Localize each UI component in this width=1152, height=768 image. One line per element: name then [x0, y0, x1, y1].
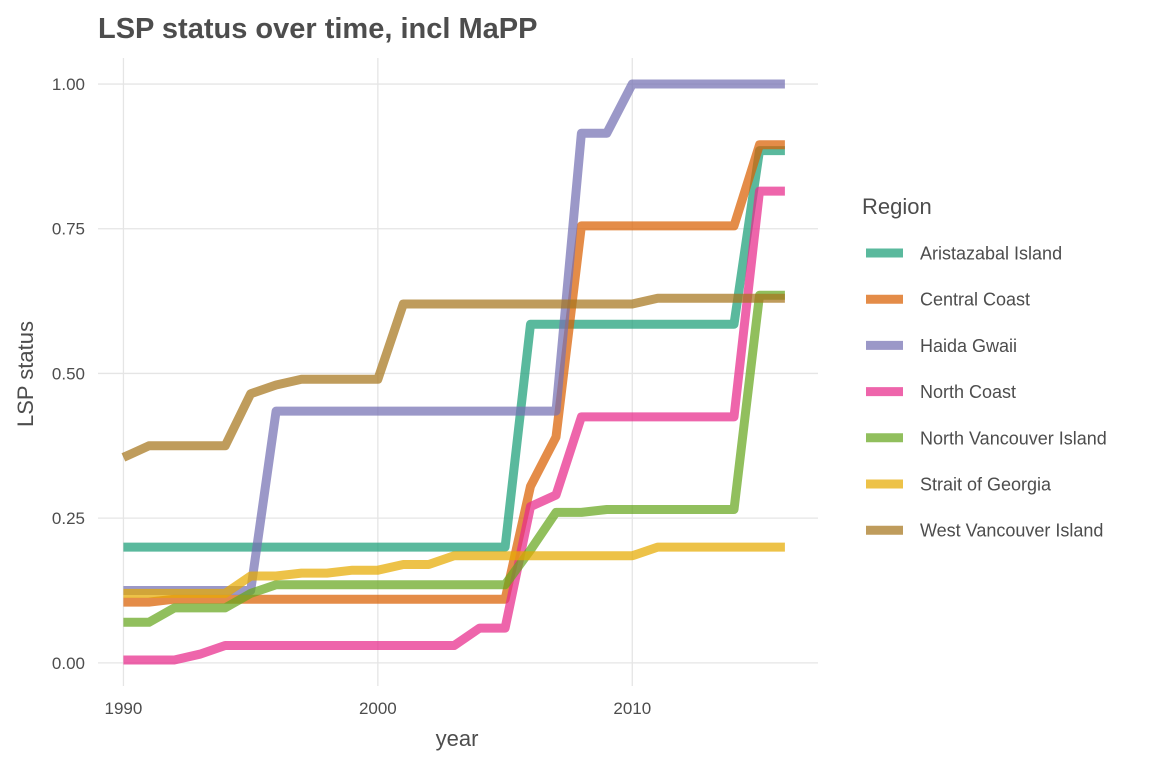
legend-title: Region: [862, 194, 932, 219]
series-lines: [121, 79, 785, 665]
y-tick-label: 0.75: [52, 220, 85, 239]
grid: [98, 58, 818, 686]
series-line-strait-of-georgia: [123, 542, 785, 598]
series-line-north-vancouver-island: [123, 290, 785, 627]
series-line-haida-gwaii: [123, 79, 785, 595]
legend: Region Aristazabal Island Central Coast Ha…: [862, 194, 1107, 541]
y-tick-label: 1.00: [52, 75, 85, 94]
y-tick-label: 0.25: [52, 509, 85, 528]
chart-title: LSP status over time, incl MaPP: [98, 13, 537, 45]
legend-label: Aristazabal Island: [920, 244, 1062, 264]
y-axis-title: LSP status: [13, 321, 38, 427]
x-tick-label: 2000: [359, 699, 397, 718]
series-line-aristazabal-island: [123, 146, 785, 552]
x-axis-ticks: 1990 2000 2010: [105, 699, 652, 718]
legend-label: North Coast: [920, 382, 1016, 402]
series-line-north-coast: [123, 186, 785, 665]
legend-label: Haida Gwaii: [920, 336, 1017, 356]
legend-label: North Vancouver Island: [920, 428, 1107, 448]
series-line-west-vancouver-island: [121, 293, 785, 462]
y-tick-label: 0.50: [52, 364, 85, 383]
legend-label: Central Coast: [920, 290, 1030, 310]
legend-label: Strait of Georgia: [920, 475, 1052, 495]
legend-label: West Vancouver Island: [920, 521, 1103, 541]
x-tick-label: 1990: [105, 699, 143, 718]
x-axis-title: year: [436, 726, 479, 751]
y-axis-ticks: 0.00 0.25 0.50 0.75 1.00: [52, 75, 85, 673]
y-tick-label: 0.00: [52, 654, 85, 673]
x-tick-label: 2010: [613, 699, 651, 718]
